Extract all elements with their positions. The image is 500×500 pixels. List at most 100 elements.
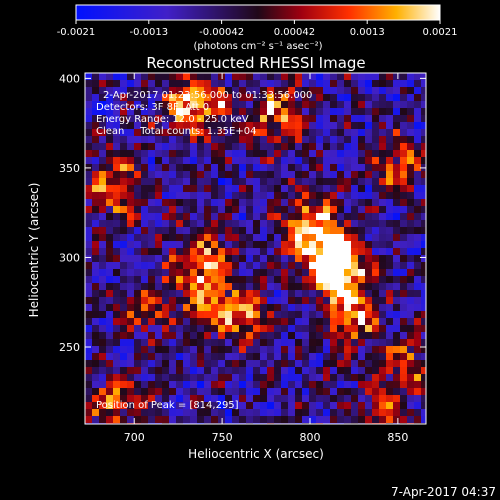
heatmap-cell (309, 157, 316, 164)
heatmap-cell (316, 73, 323, 80)
heatmap-cell (400, 297, 407, 304)
heatmap-cell (141, 178, 148, 185)
heatmap-cell (148, 304, 155, 311)
heatmap-cell (302, 157, 309, 164)
heatmap-cell (393, 283, 400, 290)
heatmap-cell (106, 409, 113, 416)
heatmap-cell (281, 339, 288, 346)
heatmap-cell (148, 101, 155, 108)
heatmap-cell (225, 234, 232, 241)
heatmap-cell (386, 234, 393, 241)
heatmap-cell (204, 339, 211, 346)
heatmap-cell (295, 248, 302, 255)
heatmap-cell (260, 192, 267, 199)
heatmap-cell (239, 213, 246, 220)
heatmap-cell (246, 416, 253, 423)
heatmap-cell (344, 283, 351, 290)
heatmap-cell (407, 297, 414, 304)
heatmap-cell (204, 213, 211, 220)
heatmap-cell (183, 136, 190, 143)
heatmap-cell (211, 304, 218, 311)
heatmap-cell (351, 339, 358, 346)
heatmap-cell (386, 276, 393, 283)
heatmap-cell (225, 122, 232, 129)
footer-timestamp: 7-Apr-2017 04:37 (391, 485, 496, 499)
heatmap-cell (288, 192, 295, 199)
heatmap-cell (267, 171, 274, 178)
heatmap-cell (253, 325, 260, 332)
heatmap-cell (113, 164, 120, 171)
heatmap-cell (204, 311, 211, 318)
heatmap-cell (113, 395, 120, 402)
heatmap-cell (274, 101, 281, 108)
heatmap-cell (148, 409, 155, 416)
heatmap-cell (379, 381, 386, 388)
heatmap-cell (134, 367, 141, 374)
heatmap-cell (323, 304, 330, 311)
heatmap-cell (148, 339, 155, 346)
heatmap-cell (379, 332, 386, 339)
heatmap-cell (253, 374, 260, 381)
heatmap-cell (414, 255, 421, 262)
heatmap-cell (358, 150, 365, 157)
heatmap-cell (106, 185, 113, 192)
heatmap-cell (309, 199, 316, 206)
heatmap-cell (309, 108, 316, 115)
heatmap-cell (337, 409, 344, 416)
heatmap-cell (309, 227, 316, 234)
heatmap-cell (169, 255, 176, 262)
heatmap-cell (190, 353, 197, 360)
heatmap-cell (141, 367, 148, 374)
heatmap-cell (148, 185, 155, 192)
heatmap-cell (232, 269, 239, 276)
heatmap-cell (239, 297, 246, 304)
heatmap-cell (204, 269, 211, 276)
heatmap-cell (211, 115, 218, 122)
heatmap-cell (337, 381, 344, 388)
heatmap-cell (253, 297, 260, 304)
heatmap-cell (358, 164, 365, 171)
heatmap-cell (148, 318, 155, 325)
heatmap-cell (99, 206, 106, 213)
heatmap-cell (330, 395, 337, 402)
heatmap-cell (281, 171, 288, 178)
heatmap-cell (351, 416, 358, 423)
heatmap-cell (162, 367, 169, 374)
heatmap-cell (225, 304, 232, 311)
heatmap-cell (274, 115, 281, 122)
heatmap-cell (127, 80, 134, 87)
heatmap-cell (407, 381, 414, 388)
heatmap-cell (176, 171, 183, 178)
heatmap-cell (106, 87, 113, 94)
heatmap-cell (316, 241, 323, 248)
heatmap-cell (393, 388, 400, 395)
heatmap-cell (316, 178, 323, 185)
heatmap-cell (246, 395, 253, 402)
heatmap-cell (99, 339, 106, 346)
heatmap-cell (323, 395, 330, 402)
heatmap-cell (386, 227, 393, 234)
heatmap-cell (281, 73, 288, 80)
heatmap-cell (99, 108, 106, 115)
heatmap-cell (344, 318, 351, 325)
heatmap-cell (127, 157, 134, 164)
heatmap-cell (169, 122, 176, 129)
heatmap-cell (414, 80, 421, 87)
heatmap-cell (267, 360, 274, 367)
heatmap-cell (330, 367, 337, 374)
heatmap-cell (218, 178, 225, 185)
heatmap-cell (253, 283, 260, 290)
heatmap-cell (176, 150, 183, 157)
heatmap-cell (386, 339, 393, 346)
heatmap-cell (113, 388, 120, 395)
heatmap-cell (141, 241, 148, 248)
heatmap-cell (92, 136, 99, 143)
heatmap-cell (309, 339, 316, 346)
heatmap-cell (246, 227, 253, 234)
heatmap-cell (309, 248, 316, 255)
heatmap-cell (344, 157, 351, 164)
heatmap-cell (92, 339, 99, 346)
heatmap-cell (274, 388, 281, 395)
heatmap-cell (386, 192, 393, 199)
heatmap-cell (358, 136, 365, 143)
